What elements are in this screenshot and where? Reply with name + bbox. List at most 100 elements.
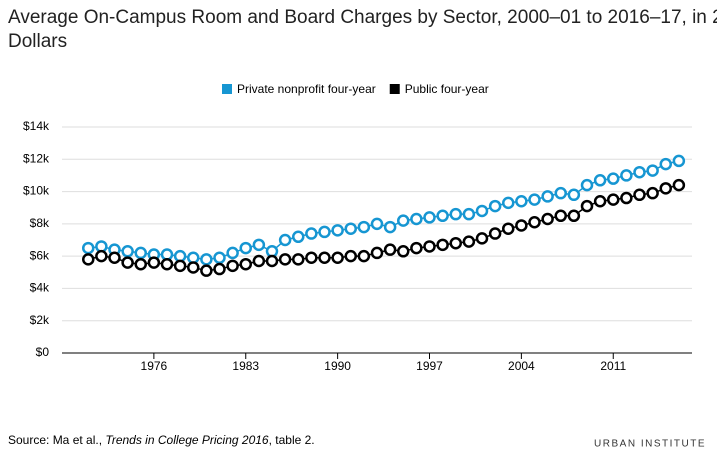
x-tick-label: 2011 xyxy=(600,359,626,373)
data-point xyxy=(252,238,266,252)
data-point xyxy=(213,251,226,265)
series-line xyxy=(88,160,680,261)
data-point xyxy=(397,214,410,227)
data-point xyxy=(344,222,357,235)
data-point xyxy=(213,262,226,276)
data-point xyxy=(121,245,134,258)
data-point xyxy=(292,230,305,244)
y-tick-label: $6k xyxy=(30,248,50,262)
y-tick-label: $10k xyxy=(23,184,50,198)
x-tick-label: 1976 xyxy=(141,359,168,373)
data-point xyxy=(567,209,581,223)
data-point xyxy=(607,172,620,185)
x-tick-label: 1997 xyxy=(416,359,443,373)
data-point xyxy=(226,259,239,273)
data-point xyxy=(449,236,462,250)
y-tick-label: $0 xyxy=(36,345,50,359)
data-point xyxy=(554,186,567,200)
data-point xyxy=(528,193,541,206)
data-point xyxy=(278,253,292,266)
data-point xyxy=(344,249,357,263)
y-tick-label: $14k xyxy=(23,119,50,133)
data-point xyxy=(475,232,489,245)
data-point xyxy=(331,224,344,237)
data-point xyxy=(633,188,646,202)
x-tick-label: 1983 xyxy=(232,359,259,373)
data-point xyxy=(475,204,489,218)
data-point xyxy=(567,188,581,202)
y-tick-label: $4k xyxy=(30,281,50,295)
data-point xyxy=(173,259,187,273)
data-point xyxy=(108,251,121,265)
data-point xyxy=(357,220,371,234)
data-point xyxy=(305,227,318,240)
data-point xyxy=(515,219,528,232)
data-point xyxy=(331,251,344,265)
data-point xyxy=(410,241,423,255)
data-point xyxy=(580,178,594,192)
y-tick-label: $12k xyxy=(23,151,50,165)
legend-swatch xyxy=(222,84,232,94)
data-point xyxy=(672,178,686,192)
data-point xyxy=(292,253,305,266)
source-prefix: Source: Ma et al., xyxy=(8,433,105,447)
data-point xyxy=(357,249,371,263)
data-point xyxy=(554,209,567,223)
legend-label: Private nonprofit four-year xyxy=(237,82,376,96)
data-point xyxy=(607,193,620,206)
chart-title: Average On-Campus Room and Board Charges… xyxy=(8,7,717,52)
data-point xyxy=(370,246,384,260)
source-note: Source: Ma et al., Trends in College Pri… xyxy=(8,433,315,447)
data-point xyxy=(383,220,397,234)
data-point xyxy=(134,257,147,271)
data-point xyxy=(620,191,633,205)
data-point xyxy=(502,196,515,210)
data-point xyxy=(462,207,476,221)
data-point xyxy=(278,233,292,247)
source-title: Trends in College Pricing 2016 xyxy=(105,433,269,447)
data-point xyxy=(659,157,672,171)
data-point xyxy=(646,164,659,177)
data-point xyxy=(318,225,331,239)
data-point xyxy=(462,235,476,248)
source-suffix: , table 2. xyxy=(269,433,315,447)
data-point xyxy=(318,251,331,265)
series-line xyxy=(88,184,680,272)
data-point xyxy=(672,154,686,168)
data-point xyxy=(436,209,449,223)
data-point xyxy=(436,238,449,252)
data-point xyxy=(397,245,410,258)
data-point xyxy=(95,249,108,263)
data-point xyxy=(82,253,95,266)
x-tick-label: 1990 xyxy=(324,359,351,373)
data-point xyxy=(449,207,462,221)
data-point xyxy=(593,174,607,187)
data-point xyxy=(593,195,607,208)
data-point xyxy=(226,246,239,260)
data-point xyxy=(410,212,423,226)
data-point xyxy=(423,211,436,224)
data-point xyxy=(580,199,594,213)
data-point xyxy=(121,256,134,269)
legend-item: Public four-year xyxy=(389,82,489,96)
data-point xyxy=(488,199,502,213)
data-point xyxy=(147,256,161,269)
data-point xyxy=(82,241,95,255)
data-point xyxy=(528,215,541,229)
data-point xyxy=(305,251,318,265)
data-point xyxy=(646,186,659,200)
data-point xyxy=(423,240,436,253)
data-point xyxy=(541,190,554,203)
legend-label: Public four-year xyxy=(405,82,489,96)
data-point xyxy=(239,257,252,271)
y-tick-label: $2k xyxy=(30,313,50,327)
legend-item: Private nonprofit four-year xyxy=(222,82,376,96)
data-point xyxy=(541,212,554,226)
x-tick-label: 2004 xyxy=(508,359,535,373)
data-point xyxy=(252,254,266,268)
data-point xyxy=(187,261,200,274)
data-point xyxy=(370,217,384,231)
data-point xyxy=(659,182,672,195)
data-point xyxy=(488,227,502,240)
